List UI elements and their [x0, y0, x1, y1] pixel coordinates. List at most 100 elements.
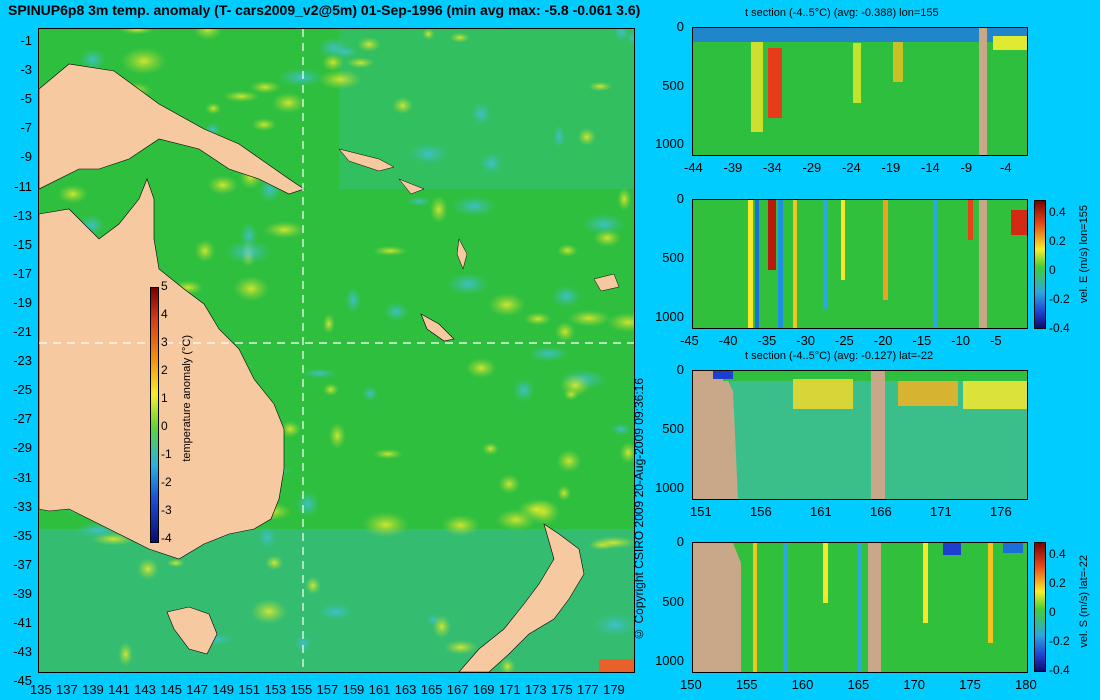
panel1-x-tick: -34	[763, 160, 782, 175]
map-x-tick: 147	[186, 682, 208, 697]
map-eddy	[265, 555, 284, 571]
panel4-colorbar-tick: 0.4	[1049, 547, 1066, 561]
map-y-tick: -45	[13, 673, 32, 689]
map-eddy	[451, 195, 498, 217]
map-eddy	[446, 272, 490, 296]
map-eddy	[205, 102, 222, 115]
map-eddy	[224, 239, 272, 265]
map-eddy	[383, 302, 410, 322]
map-y-tick: -9	[20, 149, 32, 165]
map-colorbar-tick: 3	[161, 335, 168, 349]
panel3-x-tick: 171	[930, 504, 952, 519]
map-eddy	[591, 536, 634, 549]
map-eddy	[528, 345, 569, 362]
panel4-x-tick: 150	[680, 677, 702, 692]
map-eddy	[443, 640, 478, 655]
map-eddy	[317, 36, 350, 59]
panel4-y-tick: 500	[662, 593, 684, 609]
panel1-x-tick: -44	[684, 160, 703, 175]
panel2-x-tick: -45	[680, 333, 699, 348]
map-x-tick: 161	[368, 682, 391, 697]
map-eddy	[512, 377, 536, 403]
map-y-tick: -11	[14, 178, 32, 194]
panel2-x-tick: -40	[718, 333, 738, 348]
map-eddy	[166, 558, 185, 568]
panel3-y-tick: 1000	[655, 480, 684, 495]
panel3-x-tick: 161	[810, 504, 832, 519]
map-eddy	[391, 96, 414, 115]
map-y-tick: -29	[13, 440, 32, 456]
map-y-tick: -19	[13, 294, 32, 310]
map-colorbar-tick: 5	[161, 279, 168, 293]
map-eddy	[362, 511, 410, 538]
panel4-colorbar-label: vel. S (m/s) lat=-22	[1078, 555, 1090, 648]
panel1-svg	[693, 28, 1027, 155]
map-y-tick: -1	[20, 33, 32, 48]
panel4-x-tick: 155	[735, 677, 758, 692]
panel2	[692, 199, 1028, 329]
panel4-colorbar-tick: -0.4	[1049, 663, 1070, 677]
map-x-tick: 155	[290, 682, 313, 697]
panel2-x-tick: -20	[873, 333, 893, 348]
map-y-tick: -13	[13, 207, 32, 223]
map-eddy	[318, 69, 363, 90]
map-x-tick: 165	[420, 682, 443, 697]
map-x-tick: 145	[160, 682, 182, 697]
panel2-x-tick: -35	[757, 333, 777, 348]
map-eddy	[432, 615, 452, 639]
map-y-tick: -37	[13, 556, 32, 572]
map-eddy	[441, 514, 480, 537]
map-colorbar-tick: 2	[161, 363, 168, 377]
map-x-tick: 149	[212, 682, 235, 697]
map-colorbar-tick: 1	[161, 391, 168, 405]
map-eddy	[567, 309, 611, 327]
panel1	[692, 27, 1028, 156]
panel3-x-tick: 156	[750, 504, 772, 519]
map-y-tick: -15	[13, 236, 32, 252]
panel1-x-tick: -19	[881, 160, 901, 175]
map-eddy	[119, 29, 155, 35]
map-y-tick: -33	[13, 498, 32, 514]
panel3-x-tick: 151	[690, 504, 712, 519]
panel4-x-tick: 160	[791, 677, 814, 692]
map-x-tick: 153	[264, 682, 287, 697]
map-eddy	[523, 312, 552, 326]
map-y-tick: -25	[13, 382, 32, 398]
map-eddy	[263, 221, 306, 239]
map-eddy	[606, 312, 634, 333]
panel4-colorbar	[1034, 542, 1046, 672]
panel1-x-tick: -29	[802, 160, 822, 175]
map-eddy	[293, 635, 313, 652]
panel4-y-tick: 0	[676, 534, 684, 549]
map-eddy	[429, 195, 448, 224]
map-eddy	[322, 313, 335, 335]
map-eddy	[136, 557, 160, 580]
map-eddy	[258, 525, 277, 550]
panel2-y-tick: 1000	[655, 309, 684, 324]
map-y-tick: -27	[13, 411, 32, 427]
map-eddy	[193, 29, 222, 41]
panel1-x-tick: -39	[723, 160, 743, 175]
map-x-tick: 139	[82, 682, 104, 697]
map-eddy	[559, 373, 591, 397]
panel4-x-tick: 165	[847, 677, 870, 692]
panel2-x-tick: -25	[835, 333, 854, 348]
page-title: SPINUP6p8 3m temp. anomaly (T- cars2009_…	[8, 2, 641, 18]
map-eddy	[556, 449, 582, 473]
map-eddy	[249, 80, 281, 94]
map-y-tick: -35	[13, 527, 32, 543]
panel3-x-tick: 166	[870, 504, 892, 519]
panel1-y-tick: 500	[662, 77, 684, 93]
map-eddy	[361, 385, 379, 402]
map-colorbar-tick: -1	[161, 447, 172, 461]
map-eddy	[499, 657, 516, 672]
map-eddy	[373, 449, 403, 459]
panel3-title: t section (-4..5°C) (avg: -0.127) lat=-2…	[745, 350, 934, 362]
map-x-tick: 175	[551, 682, 573, 697]
map-x-tick: 171	[498, 682, 521, 697]
map-eddy	[593, 613, 634, 637]
map-eddy	[305, 576, 321, 595]
map-eddy	[581, 213, 626, 235]
map-svg	[39, 29, 634, 672]
panel4-x-tick: 170	[903, 677, 926, 692]
